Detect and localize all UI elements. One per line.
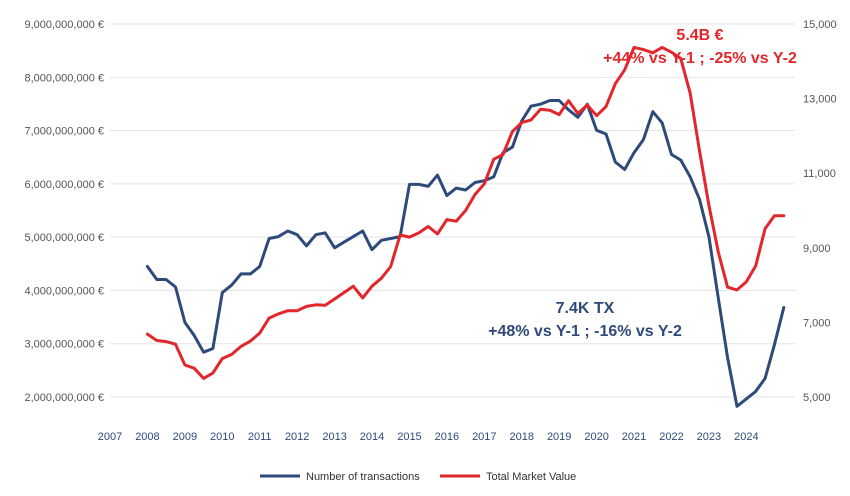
- x-tick-label: 2023: [697, 431, 721, 443]
- left-tick-label: 2,000,000,000 €: [24, 392, 104, 404]
- x-tick-label: 2022: [659, 431, 683, 443]
- x-tick-label: 2019: [547, 431, 571, 443]
- x-axis-ticks: 2007 2008 2009 2010 2011 2012 2013 2014 2015 2016…: [98, 431, 759, 443]
- x-tick-label: 2011: [248, 431, 272, 443]
- x-tick-label: 2015: [397, 431, 421, 443]
- right-tick-label: 13,000: [803, 94, 837, 106]
- legend-label-market-value: Total Market Value: [486, 471, 576, 483]
- left-tick-label: 5,000,000,000 €: [24, 232, 104, 244]
- x-tick-label: 2024: [734, 431, 758, 443]
- left-axis-ticks: 2,000,000,000 € 3,000,000,000 € 4,000,000,…: [24, 19, 104, 404]
- right-tick-label: 9,000: [803, 243, 831, 255]
- x-tick-label: 2013: [322, 431, 346, 443]
- x-tick-label: 2007: [98, 431, 122, 443]
- x-tick-label: 2020: [584, 431, 608, 443]
- x-tick-label: 2008: [135, 431, 159, 443]
- series-line-market-value: [145, 45, 786, 380]
- series-line-transactions: [145, 99, 786, 408]
- legend-label-transactions: Number of transactions: [306, 471, 420, 483]
- annotation-transactions-total: 7.4K TX: [556, 300, 615, 317]
- right-axis-ticks: 5,000 7,000 9,000 11,000 13,000 15,000: [803, 19, 837, 404]
- annotation-transactions-change: +48% vs Y-1 ; -16% vs Y-2: [488, 323, 682, 340]
- right-tick-label: 5,000: [803, 392, 831, 404]
- x-tick-label: 2014: [360, 431, 384, 443]
- left-tick-label: 3,000,000,000 €: [24, 339, 104, 351]
- left-tick-label: 8,000,000,000 €: [24, 72, 104, 84]
- legend: Number of transactions Total Market Valu…: [260, 471, 576, 483]
- right-tick-label: 15,000: [803, 19, 837, 31]
- series-lines: [145, 45, 786, 408]
- annotation-value-change: +44% vs Y-1 ; -25% vs Y-2: [603, 50, 797, 67]
- left-tick-label: 7,000,000,000 €: [24, 126, 104, 138]
- x-tick-label: 2021: [622, 431, 646, 443]
- x-tick-label: 2017: [472, 431, 496, 443]
- left-tick-label: 9,000,000,000 €: [24, 19, 104, 31]
- x-tick-label: 2009: [173, 431, 197, 443]
- right-tick-label: 11,000: [803, 168, 836, 180]
- x-tick-label: 2010: [210, 431, 234, 443]
- x-tick-label: 2018: [510, 431, 534, 443]
- right-tick-label: 7,000: [803, 317, 831, 329]
- x-tick-label: 2016: [435, 431, 459, 443]
- left-tick-label: 4,000,000,000 €: [24, 285, 104, 297]
- annotation-value-total: 5.4B €: [676, 27, 723, 44]
- left-tick-label: 6,000,000,000 €: [24, 179, 104, 191]
- x-tick-label: 2012: [285, 431, 309, 443]
